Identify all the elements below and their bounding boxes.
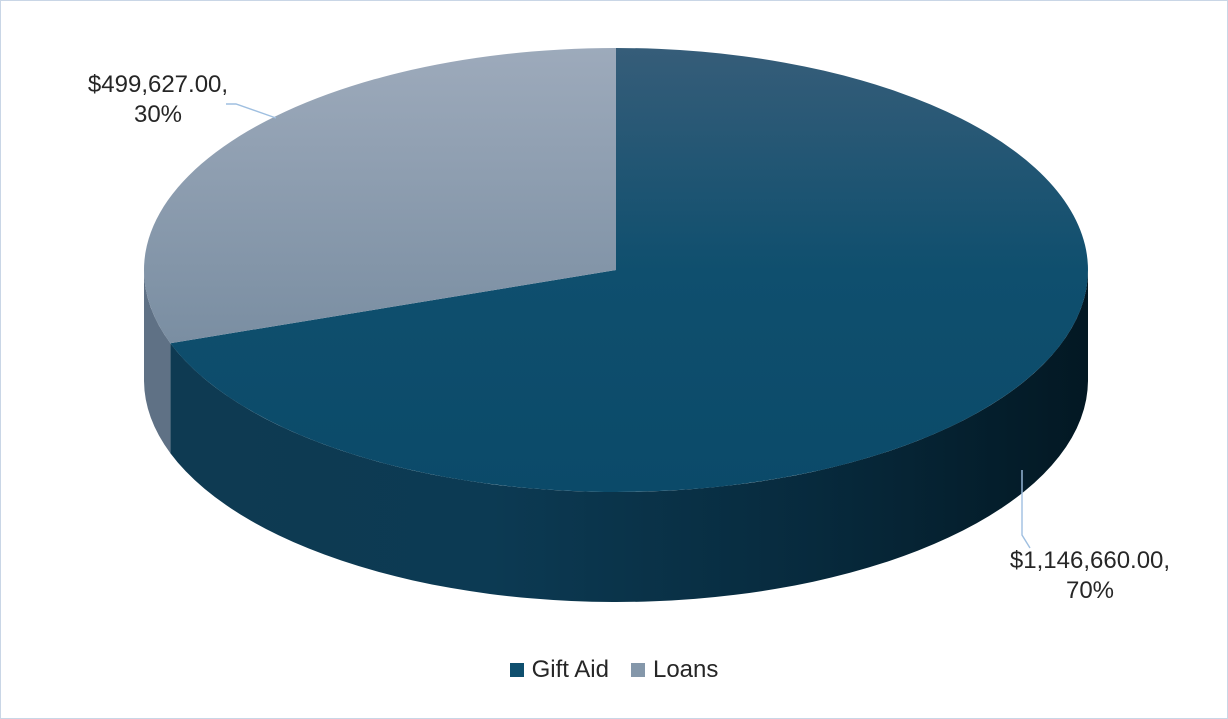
legend-item-loans[interactable]: Loans <box>630 656 719 684</box>
legend-label-loans: Loans <box>652 656 719 683</box>
legend: Gift Aid Loans <box>0 656 1228 684</box>
pie-side-gift-aid <box>170 270 1088 603</box>
data-label-gift-aid: $1,146,660.00, 70% <box>1010 547 1170 604</box>
legend-swatch-gift-aid <box>509 663 524 677</box>
leader-line-loans <box>226 103 277 119</box>
data-label-loans: $499,627.00, 30% <box>88 71 228 128</box>
pie-side-loans <box>144 270 171 454</box>
pie-slice-gift-aid[interactable] <box>170 48 1088 492</box>
leader-line-gift-aid <box>1021 470 1031 549</box>
pie-slice-loans[interactable] <box>143 48 616 344</box>
legend-label-gift-aid: Gift Aid <box>531 656 609 683</box>
legend-item-gift-aid[interactable]: Gift Aid <box>509 656 609 684</box>
legend-swatch-loans <box>630 663 645 677</box>
